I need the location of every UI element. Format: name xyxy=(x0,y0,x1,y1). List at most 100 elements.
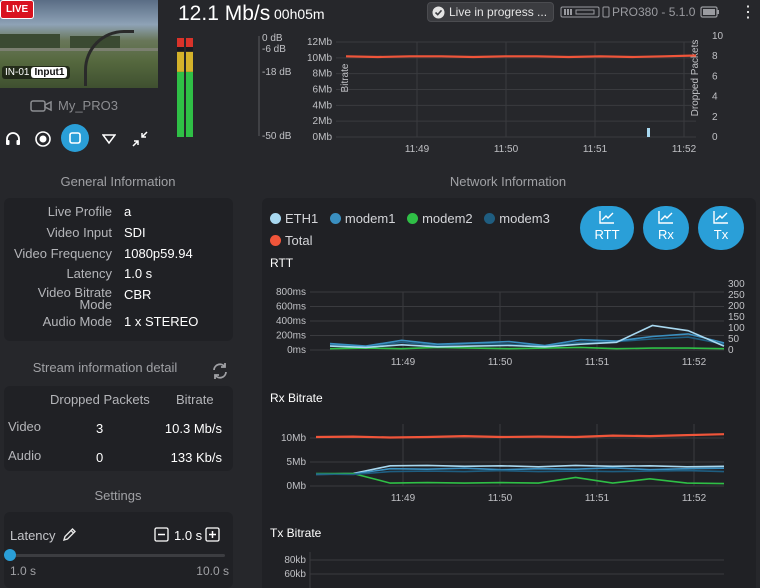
rtt-button[interactable]: RTT xyxy=(580,206,634,250)
legend-total[interactable]: Total xyxy=(270,233,312,248)
dropped-axis-tick: 8 xyxy=(712,51,718,62)
rtt-right-axis-tick: 250 xyxy=(728,290,745,301)
audio-meter-left-red xyxy=(177,38,184,47)
legend-modem2-label: modem2 xyxy=(422,211,473,226)
bitrate-axis-tick: 0Mb xyxy=(313,132,333,143)
stream-row-video-bitrate: 10.3 Mb/s xyxy=(164,421,222,436)
stream-info-title: Stream information detail xyxy=(32,360,178,375)
rx-button-label: Rx xyxy=(658,227,674,242)
bitrate-series-line xyxy=(345,54,697,59)
rtt-axis-tick: 600ms xyxy=(276,302,306,313)
rtt-time-tick: 11:52 xyxy=(682,357,707,368)
dropped-axis-tick: 0 xyxy=(712,132,718,143)
time-axis-tick: 11:49 xyxy=(405,144,430,155)
stream-row-audio-name: Audio xyxy=(8,448,42,463)
device-name: My_PRO3 xyxy=(58,98,118,113)
bitrate-axis-title: Bitrate xyxy=(340,63,351,92)
audio-meter-left-yellow xyxy=(177,51,184,72)
meter-label-6: -6 dB xyxy=(262,44,286,55)
stream-row-audio-bitrate: 133 Kb/s xyxy=(170,450,222,465)
latency-min: 1.0 s xyxy=(10,564,37,578)
pencil-icon[interactable] xyxy=(62,527,77,542)
status-text: Live in progress ... xyxy=(449,5,548,19)
record-button[interactable] xyxy=(32,128,54,150)
live-badge: LIVE xyxy=(0,0,35,19)
latency-increase-button[interactable] xyxy=(205,527,220,542)
current-bitrate: 12.1 Mb/s xyxy=(178,2,271,25)
latency-decrease-button[interactable] xyxy=(154,527,169,542)
dropped-axis-tick: 4 xyxy=(712,92,718,103)
stop-button[interactable] xyxy=(61,124,89,152)
bitrate-header: Bitrate xyxy=(176,392,214,407)
headphones-icon xyxy=(6,132,20,145)
settings-panel: Latency 1.0 s 1.0 s 10.0 s xyxy=(4,512,233,588)
stop-icon xyxy=(69,132,81,144)
legend-modem1[interactable]: modem1 xyxy=(329,211,396,226)
bitrate-axis-tick: 12Mb xyxy=(307,37,332,48)
collapse-button[interactable] xyxy=(129,128,151,150)
status-pill[interactable]: Live in progress ... xyxy=(427,2,555,22)
rtt-right-axis-tick: 300 xyxy=(728,279,745,290)
dropdown-button[interactable] xyxy=(98,128,120,150)
dropped-axis-title: Dropped Packets xyxy=(690,40,701,117)
rtt-right-axis-tick: 150 xyxy=(728,312,745,323)
rx-chart-title: Rx Bitrate xyxy=(270,391,323,405)
general-info-value: a xyxy=(124,204,132,219)
legend-modem2-dot xyxy=(407,213,419,224)
legend-total-label: Total xyxy=(285,233,313,248)
legend-eth1[interactable]: ETH1 xyxy=(270,211,318,226)
rx-axis-tick: 5Mb xyxy=(287,457,307,468)
record-icon xyxy=(35,131,51,147)
general-info-key: Video Input xyxy=(46,225,112,240)
trend-icon xyxy=(713,211,728,224)
stream-row-video-name: Video xyxy=(8,419,42,434)
general-info-key: Latency xyxy=(66,266,112,281)
refresh-button[interactable] xyxy=(211,362,229,380)
input-name: IN-01 xyxy=(5,67,30,78)
preview-fence xyxy=(0,48,158,51)
rtt-chart-title: RTT xyxy=(270,256,294,270)
rx-series-modem1 xyxy=(315,466,725,476)
headphones-button[interactable] xyxy=(2,128,24,150)
general-info-title: General Information xyxy=(60,174,176,189)
general-info-panel: Live Profile a Video Input SDI Video Frequen… xyxy=(4,198,233,341)
legend-total-dot xyxy=(270,235,281,246)
rtt-axis-tick: 800ms xyxy=(276,287,306,298)
legend-eth1-dot xyxy=(270,213,281,224)
bitrate-axis-tick: 10Mb xyxy=(307,53,332,64)
rtt-axis-tick: 200ms xyxy=(276,331,306,342)
rx-button[interactable]: Rx xyxy=(643,206,689,250)
refresh-icon xyxy=(213,363,227,379)
network-info-title: Network Information xyxy=(449,174,567,189)
preview-trees xyxy=(0,34,60,48)
legend-modem3[interactable]: modem3 xyxy=(484,211,550,226)
rtt-time-tick: 11:51 xyxy=(585,357,610,368)
rtt-right-axis-tick: 50 xyxy=(728,334,740,345)
meter-label-0: 0 dB xyxy=(262,33,283,44)
tx-button-label: Tx xyxy=(713,227,729,242)
rtt-axis-tick: 400ms xyxy=(276,316,306,327)
check-circle-icon xyxy=(432,6,445,18)
latency-slider-track[interactable] xyxy=(8,554,225,557)
more-menu-button[interactable]: ⋮ xyxy=(740,4,756,21)
device-model: PRO380 - 5.1.0 xyxy=(612,5,696,19)
input-tag: Input1 xyxy=(31,67,68,78)
latency-label: Latency xyxy=(10,528,56,543)
dropped-packets-header: Dropped Packets xyxy=(50,392,150,407)
stream-row-audio-dropped: 0 xyxy=(96,450,104,465)
legend-modem2[interactable]: modem2 xyxy=(407,211,473,226)
general-info-value: 1 x STEREO xyxy=(124,314,199,329)
general-info-key: Video Bitrate Mode xyxy=(37,285,112,312)
legend-eth1-label: ETH1 xyxy=(285,211,319,226)
rtt-series-modem1 xyxy=(329,333,725,347)
latency-slider-thumb[interactable] xyxy=(4,549,16,561)
legend-modem1-label: modem1 xyxy=(344,211,396,226)
bitrate-axis-tick: 2Mb xyxy=(313,116,333,127)
tx-button[interactable]: Tx xyxy=(698,206,744,250)
general-info-key: Video Frequency xyxy=(13,246,112,261)
device-name-row: My_PRO3 xyxy=(30,98,118,113)
legend-modem1-dot xyxy=(329,213,341,224)
audio-meter-right-red xyxy=(186,38,193,47)
rx-time-tick: 11:49 xyxy=(391,493,416,504)
network-legend: ETH1 modem1 modem2 modem3 Total xyxy=(270,208,570,252)
